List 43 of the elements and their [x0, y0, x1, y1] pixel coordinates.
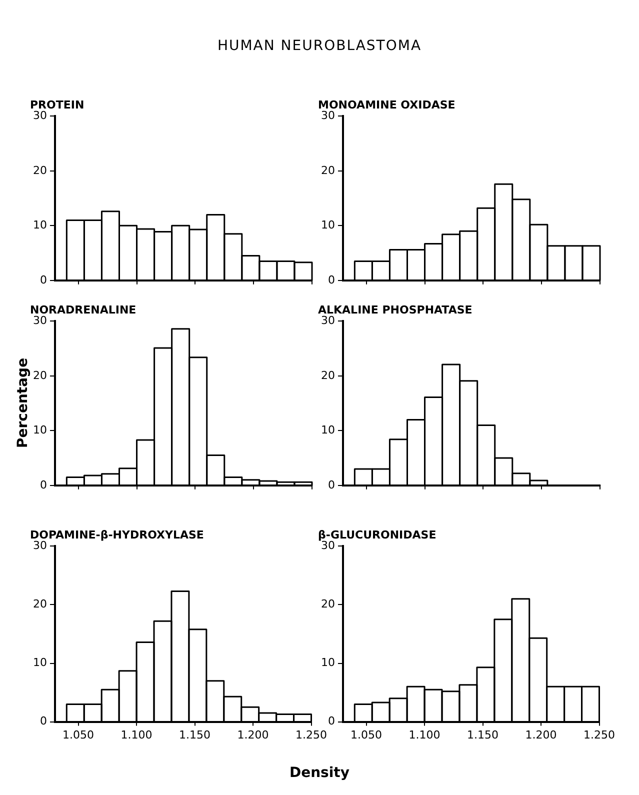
x-tick-label: 1.150 [179, 728, 211, 742]
y-tick-label: 20 [320, 164, 335, 177]
y-tick-label: 0 [328, 714, 335, 728]
x-tick-label: 1.150 [467, 728, 499, 742]
y-tick-label: 0 [40, 714, 47, 728]
text: HUMAN NEUROBLASTOMA [216, 38, 423, 54]
y-tick-label: 20 [320, 598, 335, 611]
y-tick-label: 20 [32, 598, 47, 611]
y-tick-label: 30 [32, 109, 47, 122]
chart-title: MONOAMINE OXIDASE [318, 98, 456, 112]
y-tick-label: 10 [320, 656, 335, 670]
y-tick-label: 10 [320, 218, 335, 232]
y-tick-label: 0 [40, 273, 47, 286]
y-tick-label: 10 [32, 218, 47, 232]
x-tick-label: 1.100 [120, 728, 152, 742]
x-axis-title: Density [288, 765, 351, 781]
y-tick-label: 10 [320, 424, 335, 437]
y-tick-label: 30 [320, 314, 335, 328]
y-tick-label: 0 [40, 478, 47, 492]
x-tick-label: 1.050 [62, 728, 94, 742]
chart-title: DOPAMINE-β-HYDROXYLASE [30, 528, 204, 542]
x-tick-label: 1.050 [350, 728, 382, 742]
chart-title: β-GLUCURONIDASE [318, 528, 436, 542]
x-tick-label: 1.200 [525, 728, 557, 742]
y-tick-label: 20 [32, 164, 47, 177]
x-tick-label: 1.250 [584, 728, 616, 742]
x-tick-label: 1.100 [408, 728, 440, 742]
y-axis-title: Percentage [15, 358, 31, 448]
y-tick-label: 0 [328, 273, 335, 286]
y-tick-label: 30 [320, 539, 335, 552]
x-tick-label: 1.200 [237, 728, 269, 742]
y-tick-label: 10 [32, 656, 47, 670]
chart-title: PROTEIN [30, 98, 84, 112]
y-tick-label: 30 [32, 314, 47, 328]
y-tick-label: 0 [328, 478, 335, 492]
chart-title: NORADRENALINE [30, 303, 136, 316]
y-tick-label: 30 [320, 109, 335, 122]
y-tick-label: 10 [32, 424, 47, 437]
x-tick-label: 1.250 [296, 728, 328, 742]
y-tick-label: 20 [320, 368, 335, 382]
chart-title: ALKALINE PHOSPHATASE [318, 303, 472, 316]
y-tick-label: 20 [32, 368, 47, 382]
y-tick-label: 30 [32, 539, 47, 552]
